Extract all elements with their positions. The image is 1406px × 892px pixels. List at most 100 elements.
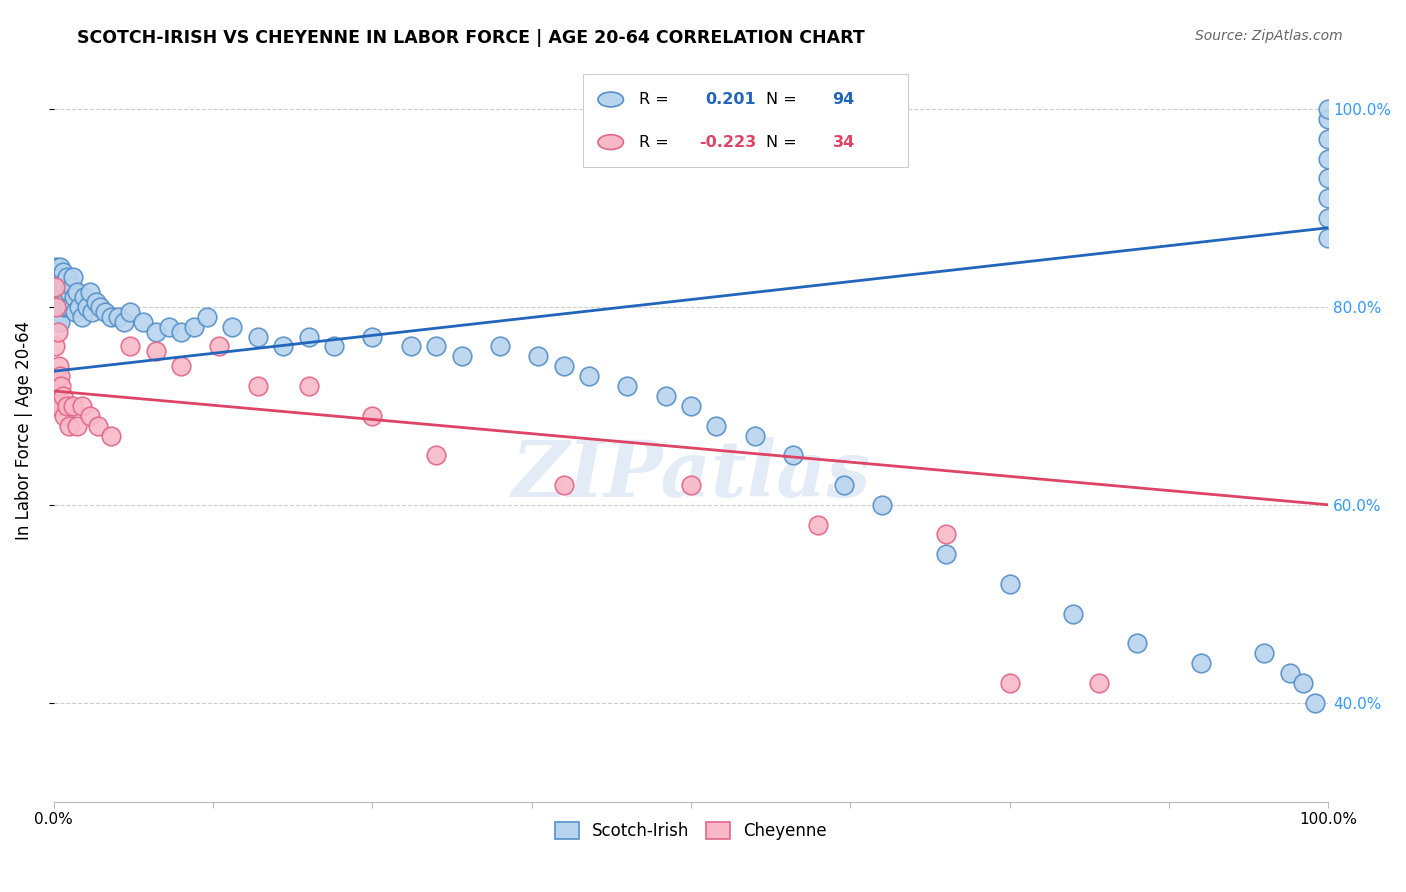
Point (48, 285, 70, 299)
Text: ZIPatlas: ZIPatlas (512, 437, 870, 514)
Point (1317, 152, 1340, 166)
Point (73, 290, 96, 304)
Point (44, 300, 66, 314)
Point (46, 325, 69, 339)
Point (44, 339, 66, 353)
Point (52, 389, 75, 403)
Point (1126, 636, 1149, 650)
Point (654, 389, 676, 403)
Point (1317, 102, 1340, 116)
Point (527, 350, 550, 364)
Point (679, 399, 702, 413)
Text: -0.223: -0.223 (699, 135, 756, 150)
Point (49, 369, 72, 384)
Point (221, 319, 243, 334)
Point (44, 290, 66, 304)
Point (1317, 112, 1340, 126)
Point (870, 498, 893, 512)
Point (425, 448, 447, 462)
Point (49, 315, 72, 329)
Point (489, 339, 512, 353)
Text: Source: ZipAtlas.com: Source: ZipAtlas.com (1195, 29, 1343, 43)
Point (49, 275, 72, 289)
Point (48, 305, 70, 319)
Point (46, 295, 69, 310)
Point (120, 339, 142, 353)
Point (1062, 607, 1084, 621)
Point (998, 577, 1021, 591)
Point (66, 285, 89, 299)
Point (76, 300, 98, 314)
Point (1291, 676, 1313, 690)
Point (246, 379, 269, 393)
Point (56, 300, 79, 314)
Point (107, 310, 129, 324)
Point (45, 260, 67, 275)
Point (70, 310, 93, 324)
Circle shape (598, 92, 623, 107)
Point (361, 329, 384, 343)
Point (52, 265, 75, 279)
Point (145, 325, 167, 339)
Point (59, 300, 82, 314)
Point (53, 275, 76, 289)
Point (52, 285, 75, 299)
Point (53, 300, 76, 314)
Point (298, 329, 321, 343)
Point (46, 310, 69, 324)
Text: N =: N = (766, 92, 801, 107)
Point (1087, 676, 1109, 690)
Text: 94: 94 (832, 92, 855, 107)
Point (361, 409, 384, 423)
Point (425, 339, 447, 353)
Point (58, 418, 80, 433)
Text: R =: R = (638, 92, 673, 107)
Point (79, 285, 101, 299)
Point (145, 344, 167, 359)
Point (60, 280, 83, 294)
Point (46, 280, 69, 294)
Point (832, 478, 855, 492)
Point (399, 339, 422, 353)
Point (44, 310, 66, 324)
Point (49, 260, 72, 275)
Point (44, 265, 66, 279)
Point (1189, 656, 1212, 670)
Point (1317, 191, 1340, 205)
Point (48, 270, 70, 285)
Circle shape (598, 135, 623, 150)
Point (51, 270, 73, 285)
Point (46, 265, 69, 279)
Point (53, 280, 76, 294)
Point (183, 319, 205, 334)
Point (553, 478, 575, 492)
Point (62, 399, 84, 413)
Point (100, 310, 122, 324)
Point (807, 517, 830, 532)
Point (679, 478, 702, 492)
Point (44, 399, 66, 413)
Point (62, 270, 84, 285)
Point (94, 305, 117, 319)
Point (1253, 646, 1275, 660)
Point (246, 329, 269, 343)
Point (298, 379, 321, 393)
Point (1305, 696, 1327, 710)
Point (1317, 132, 1340, 146)
Text: R =: R = (638, 135, 673, 150)
Point (45, 300, 67, 314)
FancyBboxPatch shape (582, 74, 908, 167)
Point (55, 270, 77, 285)
Point (49, 295, 72, 310)
Point (66, 418, 89, 433)
Point (935, 527, 957, 541)
Point (45, 379, 67, 393)
Point (132, 315, 155, 329)
Point (323, 339, 346, 353)
Point (55, 399, 77, 413)
Point (157, 319, 180, 334)
Point (100, 428, 122, 442)
Point (616, 379, 638, 393)
Point (51, 379, 73, 393)
Point (48, 359, 70, 374)
